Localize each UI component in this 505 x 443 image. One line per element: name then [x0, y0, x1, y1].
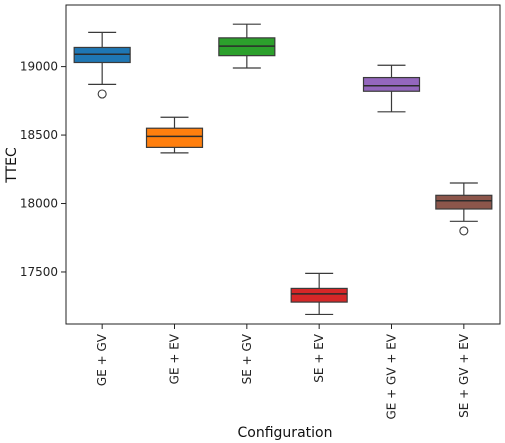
x-axis: GE + GV GE + EV SE + GV SE + EV GE + GV + EV… — [95, 324, 471, 420]
x-tick-label: GE + EV — [168, 333, 182, 384]
x-tick-label: GE + GV + EV — [385, 333, 399, 419]
y-axis: 17500 18000 18500 19000 — [20, 60, 66, 279]
y-tick-label: 19000 — [20, 60, 58, 74]
y-tick-label: 18000 — [20, 197, 58, 211]
box-group — [218, 23, 276, 69]
box-group — [435, 182, 493, 236]
x-axis-label: Configuration — [238, 425, 333, 441]
box — [362, 76, 421, 92]
x-tick-label: SE + EV — [312, 333, 326, 382]
y-axis-label: TTEC — [4, 147, 20, 184]
x-tick-label: SE + GV + EV — [457, 333, 471, 418]
box — [145, 127, 204, 148]
box-group — [145, 116, 204, 154]
box-group — [73, 31, 131, 99]
y-tick-label: 18500 — [20, 128, 58, 142]
box-marks — [73, 23, 493, 316]
box — [435, 194, 493, 210]
x-tick-label: GE + GV — [95, 333, 109, 386]
plot-frame — [65, 4, 501, 325]
outlier-point — [97, 89, 107, 99]
box-group — [290, 272, 348, 316]
box-group — [362, 64, 421, 113]
y-tick-label: 17500 — [20, 265, 58, 279]
x-tick-label: SE + GV — [240, 333, 254, 384]
outlier-point — [459, 226, 469, 236]
box — [290, 287, 348, 303]
